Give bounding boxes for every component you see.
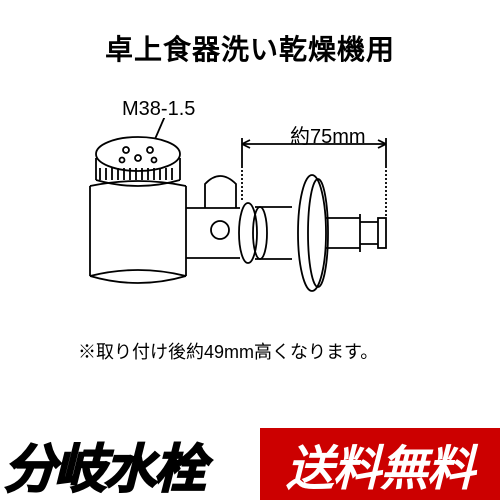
page-title: 卓上食器洗い乾燥機用 [0,0,500,68]
product-type-label: 分岐水栓 [4,427,204,502]
footer-banner: 分岐水栓 送料無料 [0,428,500,500]
free-shipping-text: 送料無料 [286,429,474,499]
diagram-area: M38-1.5 約75mm [0,78,500,378]
installation-note: ※取り付け後約49mm高くなります。 [78,338,378,364]
faucet-adapter-diagram [60,118,440,338]
footer-left: 分岐水栓 [0,428,260,500]
free-shipping-badge: 送料無料 [260,428,500,500]
